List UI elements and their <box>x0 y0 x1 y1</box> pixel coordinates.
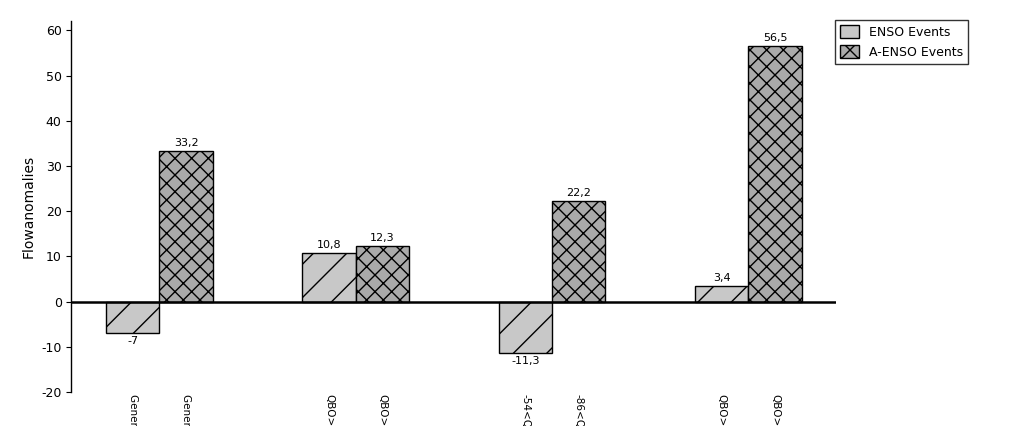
Text: General mean: General mean <box>127 394 138 426</box>
Bar <box>498 302 551 353</box>
Y-axis label: Flowanomalies: Flowanomalies <box>21 155 36 258</box>
Text: 33,2: 33,2 <box>173 138 199 148</box>
Bar <box>356 246 409 302</box>
Text: -54<QBO<49: -54<QBO<49 <box>520 394 530 426</box>
Bar <box>159 152 213 302</box>
Text: 12,3: 12,3 <box>370 233 394 243</box>
Text: -86<QBO<-75: -86<QBO<-75 <box>573 394 583 426</box>
Text: General mean: General mean <box>181 394 191 426</box>
Bar <box>694 286 748 302</box>
Text: -7: -7 <box>127 337 139 346</box>
Text: QBO>=49: QBO>=49 <box>769 394 780 426</box>
Legend: ENSO Events, A-ENSO Events: ENSO Events, A-ENSO Events <box>835 20 967 63</box>
Text: -11,3: -11,3 <box>511 356 539 366</box>
Bar <box>551 201 604 302</box>
Text: 10,8: 10,8 <box>317 239 341 250</box>
Bar <box>748 46 801 302</box>
Text: QBO>-75: QBO>-75 <box>716 394 726 426</box>
Text: 3,4: 3,4 <box>712 273 730 283</box>
Bar <box>106 302 159 333</box>
Text: 22,2: 22,2 <box>566 188 591 198</box>
Text: 56,5: 56,5 <box>762 33 787 43</box>
Text: QBO>=-54: QBO>=-54 <box>377 394 387 426</box>
Bar <box>303 253 356 302</box>
Text: QBO>=-86: QBO>=-86 <box>324 394 334 426</box>
